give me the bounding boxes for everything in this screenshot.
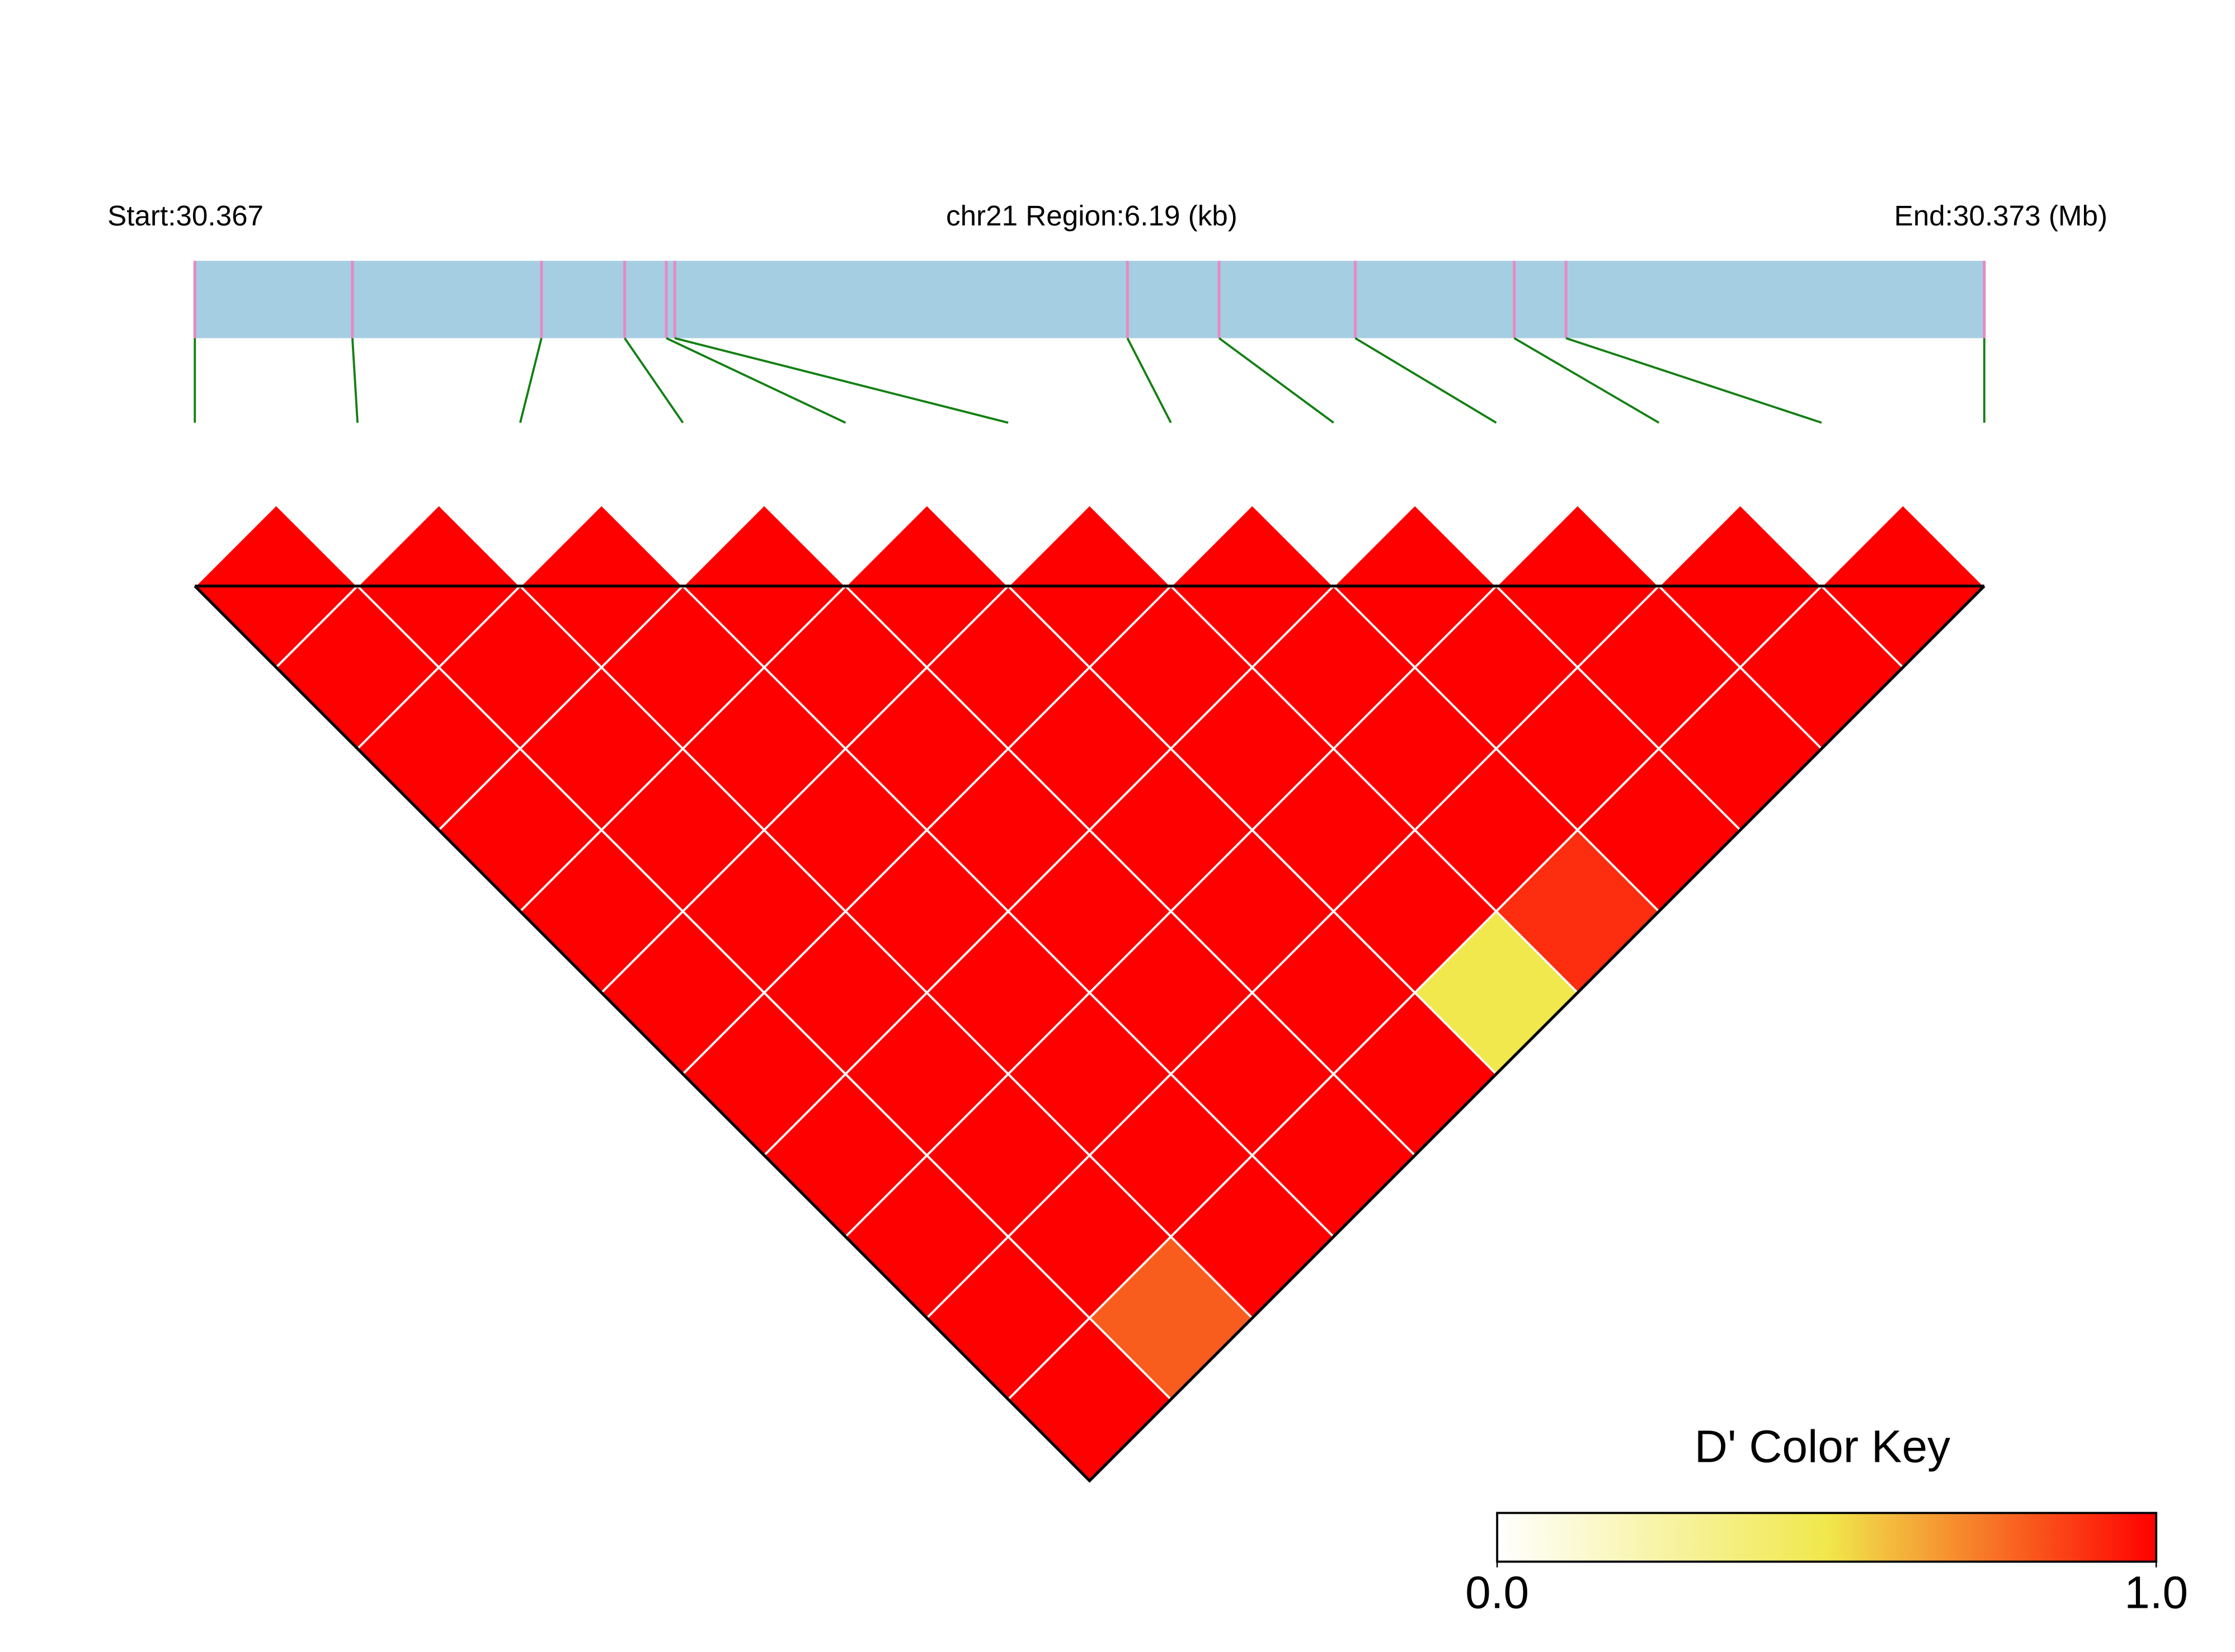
legend-title: D' Color Key [1695,1421,1950,1472]
snp-link [1354,337,1497,424]
snp-link [1513,337,1660,424]
key-tick-label: 0.0 [1465,1568,1529,1618]
snp-link [624,337,684,423]
snp-link [519,338,543,423]
start-label: Start:30.367 [107,200,264,232]
snp-link [351,338,359,423]
snp-link [1218,337,1334,424]
region-bar [195,261,1984,338]
color-key [1496,1512,2158,1563]
key-tick-label: 1.0 [2124,1568,2188,1618]
snp-link [1565,337,1822,424]
snp-link [666,337,846,424]
heatmap-outline [194,585,1985,1483]
region-label: chr21 Region:6.19 (kb) [946,200,1238,232]
end-label: End:30.373 (Mb) [1894,200,2107,232]
snp-link [674,337,1009,424]
snp-link [1126,337,1172,423]
